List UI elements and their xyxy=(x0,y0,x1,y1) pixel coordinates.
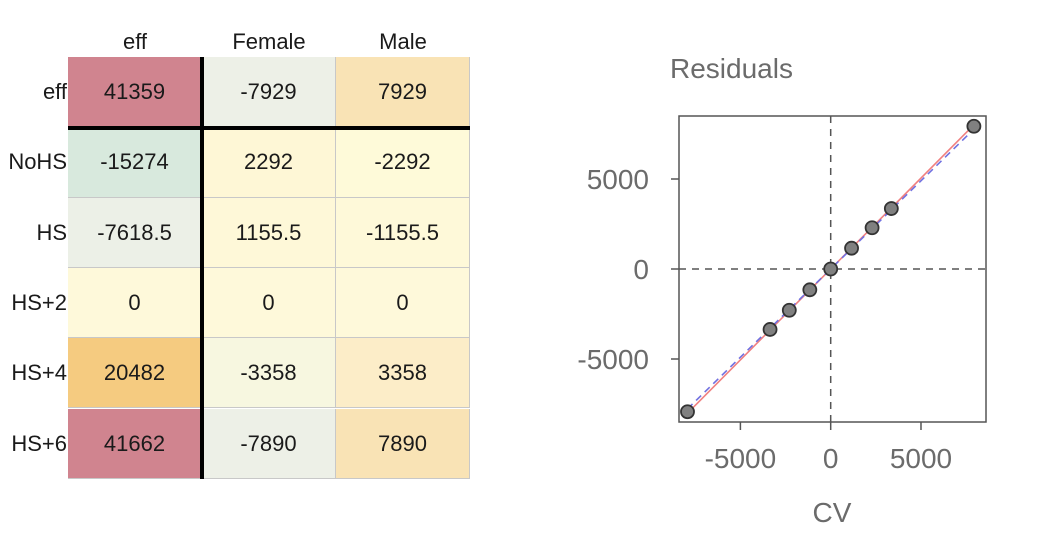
table-cell: 3358 xyxy=(336,338,470,409)
data-point xyxy=(844,240,859,256)
table-divider-horizontal xyxy=(68,126,470,130)
data-point xyxy=(680,404,695,420)
x-tick-label: -5000 xyxy=(705,443,777,474)
data-point xyxy=(966,118,982,134)
row-header: HS+6 xyxy=(11,430,67,456)
data-point xyxy=(762,322,778,337)
x-tick-label: 0 xyxy=(823,443,839,474)
table-cell: 2292 xyxy=(202,127,336,198)
row-header: HS+2 xyxy=(11,289,67,315)
table-divider-vertical xyxy=(200,57,204,479)
table-cell: 41359 xyxy=(68,57,202,128)
residuals-plot: Residuals CV -5000 0 5000 5000 0 -5000 xyxy=(577,53,987,528)
row-header: eff xyxy=(42,79,67,104)
table-cell: -15274 xyxy=(68,127,202,198)
row-header: HS+4 xyxy=(11,360,67,386)
column-header-eff: eff xyxy=(122,29,148,54)
table-cell: 0 xyxy=(68,267,202,339)
x-tick-label: 5000 xyxy=(890,443,952,474)
column-header-male: Male xyxy=(379,29,427,54)
table-cell: 0 xyxy=(336,267,470,339)
table-cell: -7929 xyxy=(202,57,336,128)
x-axis-label: CV xyxy=(813,497,852,528)
data-point xyxy=(802,282,818,298)
table-cell: 20482 xyxy=(68,338,202,409)
table-cell: -7618.5 xyxy=(68,197,202,268)
table-cell: 1155.5 xyxy=(202,197,336,268)
column-header-female: Female xyxy=(232,29,306,54)
table-cell: -2292 xyxy=(336,127,470,198)
data-point xyxy=(883,201,899,216)
table-cell: 0 xyxy=(202,267,336,339)
table-cell: -1155.5 xyxy=(336,197,470,268)
data-point xyxy=(864,220,880,236)
table-cell: 7890 xyxy=(336,408,470,479)
table-cell: 41662 xyxy=(68,408,202,479)
table-cell: 7929 xyxy=(336,57,470,128)
data-point xyxy=(781,302,797,318)
y-tick-label: 0 xyxy=(633,254,649,285)
fit-line xyxy=(686,128,975,410)
table-cell: -3358 xyxy=(202,338,336,409)
y-tick-label: -5000 xyxy=(577,344,649,375)
data-point xyxy=(823,261,839,277)
table-cell: -7890 xyxy=(202,408,336,479)
row-header: HS xyxy=(36,219,67,245)
chart-title: Residuals xyxy=(670,53,793,84)
y-tick-label: 5000 xyxy=(587,164,649,195)
row-header: NoHS xyxy=(8,149,67,175)
